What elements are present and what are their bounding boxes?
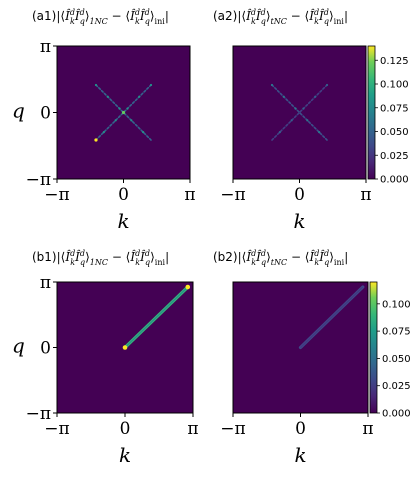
- heatmap-feature-core: [124, 286, 189, 348]
- heatmap-hotspot: [102, 131, 105, 134]
- panel-title: (b2)|⟨Îd kÎd q⟩tNC − ⟨Îd kÎd q⟩ini|: [213, 249, 348, 267]
- heatmap-hotspot: [306, 119, 309, 122]
- x-tick-label: 0: [294, 185, 305, 205]
- colorbar-tick-label: 0.125: [380, 56, 409, 67]
- y-tick-label: 0: [40, 104, 51, 124]
- heatmap-hotspot: [126, 107, 129, 110]
- panel-label: (b2): [213, 250, 238, 264]
- y-axis-label: q: [12, 99, 25, 123]
- colorbar-tick-label: 0.025: [380, 151, 409, 162]
- heatmap-hotspot: [325, 83, 329, 87]
- x-tick-label: 0: [120, 419, 131, 439]
- panel-b1: (b1)|⟨Îd kÎd q⟩1NC − ⟨Îd kÎd q⟩ini| −π 0 π π 0 −π k…: [12, 249, 199, 467]
- colorbar-tick-label: 0.100: [382, 299, 411, 310]
- panel-a1: (a1)|⟨Îd kÎd q⟩1NC − ⟨Îd kÎd q⟩ini| −π 0 π π 0 −π k…: [12, 8, 196, 233]
- colorbar: [369, 281, 378, 414]
- x-tick-label: π: [362, 419, 373, 439]
- heatmap-endpoint: [185, 284, 191, 290]
- y-tick-label: π: [40, 37, 51, 57]
- x-axis-label: k: [119, 443, 131, 467]
- colorbar: [367, 45, 376, 180]
- heatmap-hotspot: [130, 119, 133, 122]
- heatmap-feature-1: [271, 84, 328, 141]
- heatmap-hotspot: [94, 138, 98, 142]
- x-axis-label: k: [294, 443, 306, 467]
- panel-title: (a1)|⟨Îd kÎd q⟩1NC − ⟨Îd kÎd q⟩ini|: [32, 8, 169, 26]
- panel-title: (b1)|⟨Îd kÎd q⟩1NC − ⟨Îd kÎd q⟩ini|: [32, 249, 169, 267]
- x-tick-label: π: [187, 419, 198, 439]
- heatmap-endpoint: [122, 345, 128, 350]
- y-tick-label: π: [40, 273, 51, 293]
- heatmap-background: [233, 46, 366, 179]
- panel-title: (a2)|⟨Îd kÎd q⟩tNC − ⟨Îd kÎd q⟩ini|: [213, 8, 348, 26]
- heatmap-hotspot: [118, 107, 121, 110]
- y-tick-label: −π: [26, 404, 51, 424]
- x-tick-label: −π: [44, 419, 69, 439]
- colorbar-tick-label: 0.025: [382, 381, 411, 392]
- x-tick-label: −π: [220, 185, 245, 205]
- colorbar-tick-label: 0.050: [382, 354, 411, 365]
- colorbar-tick-label: 0.000: [380, 175, 409, 186]
- heatmap-hotspot: [302, 107, 305, 110]
- x-tick-label: 0: [295, 419, 306, 439]
- heatmap-hotspot: [270, 83, 274, 87]
- panel-label: (a1): [32, 9, 56, 23]
- panel-a2: (a2)|⟨Îd kÎd q⟩tNC − ⟨Îd kÎd q⟩ini| −π 0 π k 0.00…: [213, 8, 409, 233]
- x-tick-label: π: [360, 185, 371, 205]
- x-axis-label: k: [117, 209, 129, 233]
- heatmap-hotspot: [314, 95, 317, 98]
- heatmap-feature-2: [95, 84, 152, 141]
- colorbar-tick-label: 0.075: [380, 103, 409, 114]
- heatmap-hotspot: [138, 95, 141, 98]
- x-axis-label: k: [293, 209, 305, 233]
- heatmap-feature-2: [271, 84, 328, 141]
- y-axis-label: q: [12, 334, 25, 358]
- heatmap-hotspot: [114, 119, 117, 122]
- heatmap-hotspot: [121, 110, 126, 115]
- heatmap-hotspot: [278, 131, 281, 134]
- colorbar-tick-label: 0.000: [382, 409, 411, 420]
- x-tick-label: −π: [220, 419, 245, 439]
- y-tick-label: −π: [26, 170, 51, 190]
- y-tick-label: 0: [40, 339, 51, 359]
- panel-b2: (b2)|⟨Îd kÎd q⟩tNC − ⟨Îd kÎd q⟩ini| −π 0 π k 0.00…: [213, 249, 411, 467]
- colorbar-tick-label: 0.100: [380, 80, 409, 91]
- x-tick-label: 0: [118, 185, 129, 205]
- panel-label: (a2): [213, 9, 237, 23]
- heatmap-hotspot: [282, 95, 285, 98]
- panel-label: (b1): [32, 250, 57, 264]
- x-tick-label: π: [184, 185, 195, 205]
- heatmap-hotspot: [142, 131, 145, 134]
- heatmap-hotspot: [290, 119, 293, 122]
- heatmap-hotspot: [106, 95, 109, 98]
- x-tick-label: −π: [44, 185, 69, 205]
- heatmap-feature-1: [95, 84, 152, 141]
- colorbar-tick-label: 0.050: [380, 127, 409, 138]
- heatmap-hotspot: [94, 83, 98, 87]
- heatmap-hotspot: [294, 107, 297, 110]
- heatmap-hotspot: [318, 131, 321, 134]
- heatmap-hotspot: [149, 83, 153, 87]
- heatmap-feature-core: [300, 286, 364, 348]
- colorbar-tick-label: 0.075: [382, 327, 411, 338]
